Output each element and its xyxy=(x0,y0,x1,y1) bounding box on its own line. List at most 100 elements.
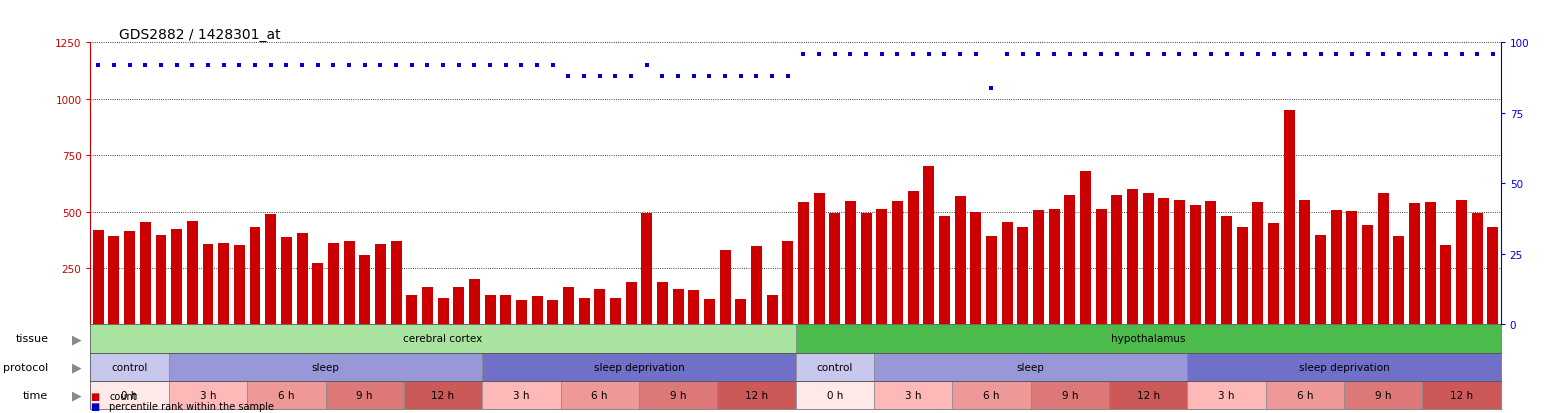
Point xyxy=(1480,51,1505,58)
Point xyxy=(524,62,549,69)
Bar xyxy=(1002,223,1012,325)
Bar xyxy=(1362,225,1373,325)
Text: ■: ■ xyxy=(90,401,100,411)
Bar xyxy=(1142,194,1154,325)
Bar xyxy=(1080,171,1090,325)
Text: 6 h: 6 h xyxy=(983,390,1000,400)
Point xyxy=(602,74,627,81)
Text: count: count xyxy=(109,391,137,401)
Point xyxy=(947,51,972,58)
Bar xyxy=(1175,200,1186,325)
Bar xyxy=(374,244,385,325)
Point xyxy=(368,62,393,69)
Bar xyxy=(704,299,714,325)
Point xyxy=(853,51,878,58)
Point xyxy=(242,62,267,69)
Bar xyxy=(168,381,246,409)
Text: sleep deprivation: sleep deprivation xyxy=(1298,362,1390,372)
Text: 12 h: 12 h xyxy=(744,390,768,400)
Point xyxy=(995,51,1020,58)
Bar xyxy=(799,203,810,325)
Point xyxy=(164,62,189,69)
Bar xyxy=(421,287,432,325)
Bar xyxy=(501,295,512,325)
Point xyxy=(353,62,378,69)
Bar xyxy=(246,381,326,409)
Bar xyxy=(516,300,527,325)
Point xyxy=(1371,51,1396,58)
Bar xyxy=(782,242,792,325)
Bar xyxy=(1031,381,1109,409)
Bar xyxy=(1109,381,1187,409)
Point xyxy=(1151,51,1176,58)
Point xyxy=(431,62,456,69)
Bar xyxy=(1331,210,1342,325)
Bar xyxy=(1409,204,1420,325)
Bar xyxy=(579,298,590,325)
Bar xyxy=(626,282,636,325)
Point xyxy=(1276,51,1301,58)
Point xyxy=(697,74,722,81)
Text: hypothalamus: hypothalamus xyxy=(1111,334,1186,344)
Bar xyxy=(657,282,668,325)
Bar xyxy=(1299,200,1310,325)
Bar xyxy=(1159,198,1170,325)
Point xyxy=(760,74,785,81)
Text: tissue: tissue xyxy=(16,334,48,344)
Point xyxy=(1120,51,1145,58)
Text: 3 h: 3 h xyxy=(513,390,530,400)
Point xyxy=(1324,51,1349,58)
Point xyxy=(493,62,518,69)
Bar xyxy=(641,214,652,325)
Bar xyxy=(168,353,482,381)
Point xyxy=(86,62,111,69)
Point xyxy=(446,62,471,69)
Point xyxy=(1449,51,1474,58)
Point xyxy=(179,62,204,69)
Bar xyxy=(406,295,417,325)
Text: 6 h: 6 h xyxy=(278,390,295,400)
Bar xyxy=(234,245,245,325)
Bar xyxy=(846,201,856,325)
Text: cerebral cortex: cerebral cortex xyxy=(404,334,482,344)
Point xyxy=(587,74,612,81)
Text: 6 h: 6 h xyxy=(591,390,608,400)
Point xyxy=(1292,51,1317,58)
Point xyxy=(1198,51,1223,58)
Bar xyxy=(924,167,934,325)
Text: percentile rank within the sample: percentile rank within the sample xyxy=(109,401,275,411)
Point xyxy=(1229,51,1254,58)
Bar xyxy=(328,243,339,325)
Text: 12 h: 12 h xyxy=(432,390,454,400)
Bar xyxy=(390,242,401,325)
Text: 9 h: 9 h xyxy=(356,390,373,400)
Bar xyxy=(955,197,966,325)
Bar xyxy=(1253,203,1264,325)
Bar xyxy=(830,214,841,325)
Bar xyxy=(874,381,952,409)
Point xyxy=(1340,51,1365,58)
Bar xyxy=(1206,201,1217,325)
Bar xyxy=(1487,228,1498,325)
Point xyxy=(1167,51,1192,58)
Point xyxy=(226,62,251,69)
Bar xyxy=(672,289,683,325)
Point xyxy=(540,62,565,69)
Bar xyxy=(482,381,560,409)
Point xyxy=(666,74,691,81)
Point xyxy=(477,62,502,69)
Bar xyxy=(1048,209,1059,325)
Point xyxy=(635,62,660,69)
Text: sleep: sleep xyxy=(312,362,340,372)
Point xyxy=(651,74,675,81)
Text: GDS2882 / 1428301_at: GDS2882 / 1428301_at xyxy=(119,28,281,43)
Bar xyxy=(156,236,167,325)
Bar xyxy=(218,244,229,325)
Bar xyxy=(796,381,874,409)
Point xyxy=(133,62,158,69)
Bar xyxy=(719,250,730,325)
Point xyxy=(415,62,440,69)
Bar xyxy=(892,201,903,325)
Text: time: time xyxy=(23,390,48,400)
Text: control: control xyxy=(111,362,148,372)
